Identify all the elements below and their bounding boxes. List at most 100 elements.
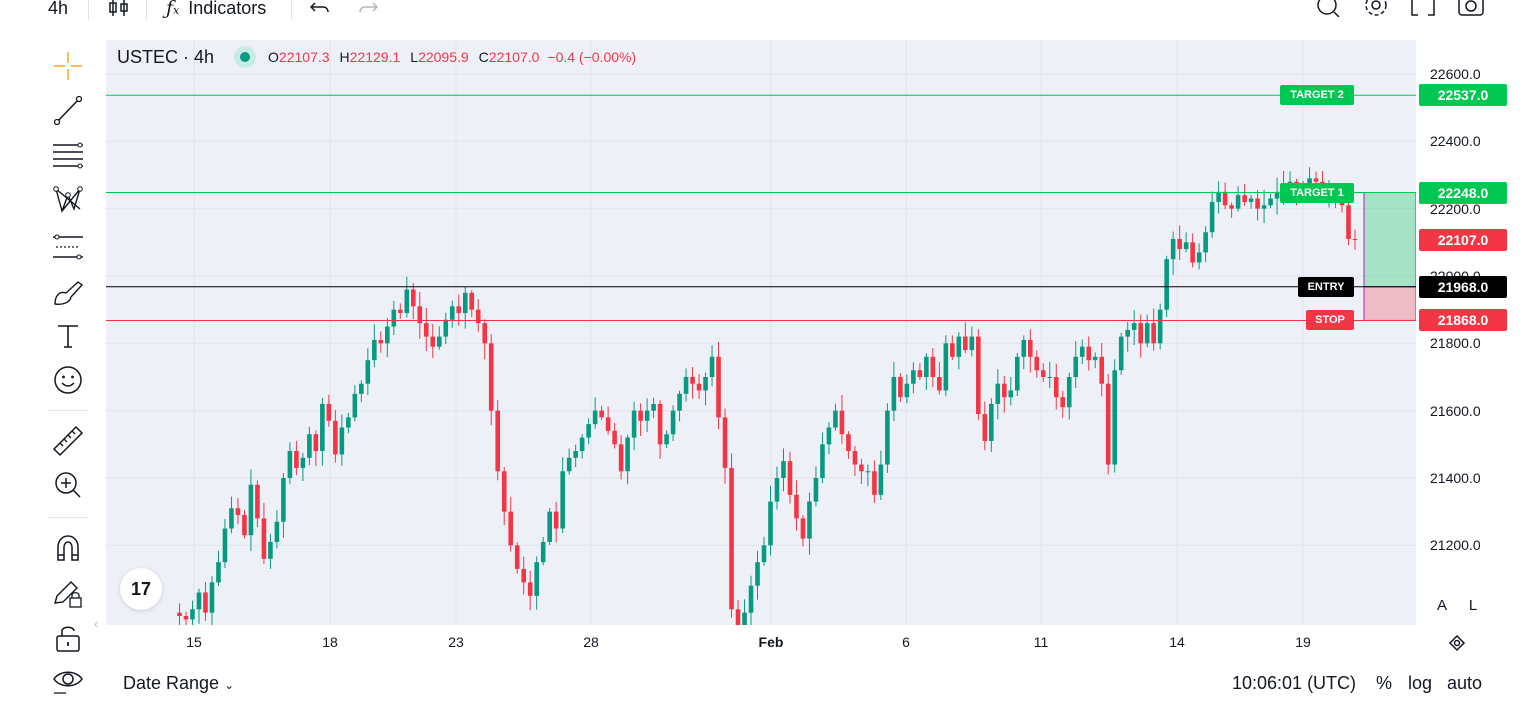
candle-body <box>495 410 501 472</box>
indicators-button[interactable]: ƒx Indicators <box>166 0 266 20</box>
candle-body <box>183 616 189 620</box>
candle-body <box>768 501 773 546</box>
candle-body <box>1112 370 1118 465</box>
candle-body <box>820 444 825 478</box>
line-label-target-1[interactable]: TARGET 1 <box>1280 182 1354 203</box>
candle-body <box>320 403 325 452</box>
magnet-tool[interactable] <box>48 528 88 568</box>
candle-body <box>1313 178 1319 182</box>
text-tool[interactable] <box>48 316 88 356</box>
candle-body <box>404 289 410 314</box>
interval-button[interactable]: 4h <box>48 0 68 20</box>
candle-body <box>1073 356 1079 377</box>
candle-body <box>605 417 611 431</box>
candle-body <box>592 410 598 425</box>
candle-body <box>547 511 552 542</box>
fib-tool[interactable] <box>48 135 88 175</box>
pencil-lock-icon <box>54 581 82 608</box>
lock-scale-button[interactable]: L <box>1461 593 1485 617</box>
brush-tool[interactable] <box>48 272 88 312</box>
candle-body <box>1346 205 1351 239</box>
price-tick-label: 22600.0 <box>1430 66 1481 82</box>
candle-body <box>657 403 663 445</box>
redo-button[interactable] <box>358 0 378 20</box>
lock-drawing-tool[interactable] <box>48 573 88 613</box>
text-icon <box>58 325 78 348</box>
pattern-tool[interactable] <box>48 180 88 220</box>
symbol-title[interactable]: USTEC · 4h <box>117 46 215 67</box>
zoom-in-tool[interactable] <box>48 465 88 505</box>
camera-icon <box>1458 0 1484 16</box>
line-label-target-2[interactable]: TARGET 2 <box>1280 85 1354 106</box>
chart-pane[interactable] <box>106 40 1416 625</box>
goto-realtime-button[interactable] <box>1446 632 1468 659</box>
candle-body <box>1339 201 1345 206</box>
clock-timezone[interactable]: 10:06:01 (UTC) <box>1232 673 1356 694</box>
emoji-tool[interactable] <box>48 360 88 400</box>
lock-scale-label: L <box>1468 596 1478 614</box>
candle-body <box>255 484 260 519</box>
drawing-toolbar <box>44 40 92 716</box>
hide-drawings-tool[interactable] <box>48 661 88 701</box>
fullscreen-button[interactable] <box>1411 0 1435 20</box>
candle-body <box>1222 191 1228 206</box>
date-range-button[interactable]: Date Range ⌄ <box>123 673 234 694</box>
candle-body <box>449 306 455 320</box>
undo-button[interactable] <box>310 0 330 20</box>
candle-body <box>482 323 488 344</box>
chart-type-button[interactable] <box>108 0 130 20</box>
candle-body <box>670 410 676 435</box>
candle-body <box>410 289 416 307</box>
search-icon <box>1317 0 1340 17</box>
reset-view-icon <box>1448 634 1466 652</box>
candle-body <box>1125 329 1130 337</box>
candle-body <box>612 430 617 445</box>
candle-body <box>696 383 702 391</box>
candle-body <box>1235 195 1241 209</box>
trend-line-icon <box>53 95 83 125</box>
line-label-entry[interactable]: ENTRY <box>1298 276 1354 297</box>
auto-label: auto <box>1447 673 1483 693</box>
prediction-tool[interactable] <box>48 226 88 266</box>
settings-button[interactable] <box>1363 0 1389 20</box>
candle-body <box>1001 383 1007 398</box>
line-label-stop[interactable]: STOP <box>1306 310 1354 331</box>
price-tick-label: 21600.0 <box>1430 402 1481 419</box>
scroll-left-icon[interactable]: ‹ <box>94 617 98 631</box>
market-status-icon[interactable] <box>234 46 257 68</box>
candle-body <box>703 377 708 391</box>
price-badge: 22248.0 <box>1419 181 1507 204</box>
candle-body <box>261 518 267 559</box>
candle-body <box>1053 377 1059 398</box>
time-axis[interactable]: 15 18 23 28 Feb 6 11 14 19 <box>106 625 1416 663</box>
candle-body <box>1268 198 1273 206</box>
close-key: C <box>478 49 489 65</box>
candle-body <box>891 377 897 411</box>
candlestick-chart[interactable] <box>106 40 1416 625</box>
auto-scale-button[interactable]: A <box>1430 593 1454 617</box>
candle-body <box>1008 390 1014 398</box>
chevron-down-icon: ⌄ <box>224 678 235 692</box>
measure-tool[interactable] <box>48 421 88 461</box>
candle-body <box>625 437 630 472</box>
percent-toggle[interactable]: % <box>1376 673 1392 694</box>
candle-body <box>443 319 449 337</box>
candle-body <box>508 511 514 546</box>
candle-body <box>1105 383 1111 465</box>
candle-body <box>748 585 754 613</box>
percent-label: % <box>1376 673 1393 693</box>
lock-all-tool[interactable] <box>48 618 88 658</box>
trend-line-tool[interactable] <box>48 90 88 130</box>
candle-body <box>248 484 254 536</box>
quick-search-button[interactable] <box>1316 0 1340 20</box>
zoom-in-icon <box>55 472 81 498</box>
snapshot-button[interactable] <box>1458 0 1484 20</box>
candle-body <box>774 478 780 502</box>
crosshair-tool[interactable] <box>48 46 88 86</box>
price-axis[interactable]: 22600.022400.022200.022000.021800.021600… <box>1416 40 1516 625</box>
tradingview-logo[interactable]: 17 <box>120 568 162 610</box>
time-tick-label: 11 <box>1033 634 1049 650</box>
log-toggle[interactable]: log <box>1408 673 1432 694</box>
auto-toggle[interactable]: auto <box>1447 673 1482 694</box>
candle-body <box>937 377 942 391</box>
